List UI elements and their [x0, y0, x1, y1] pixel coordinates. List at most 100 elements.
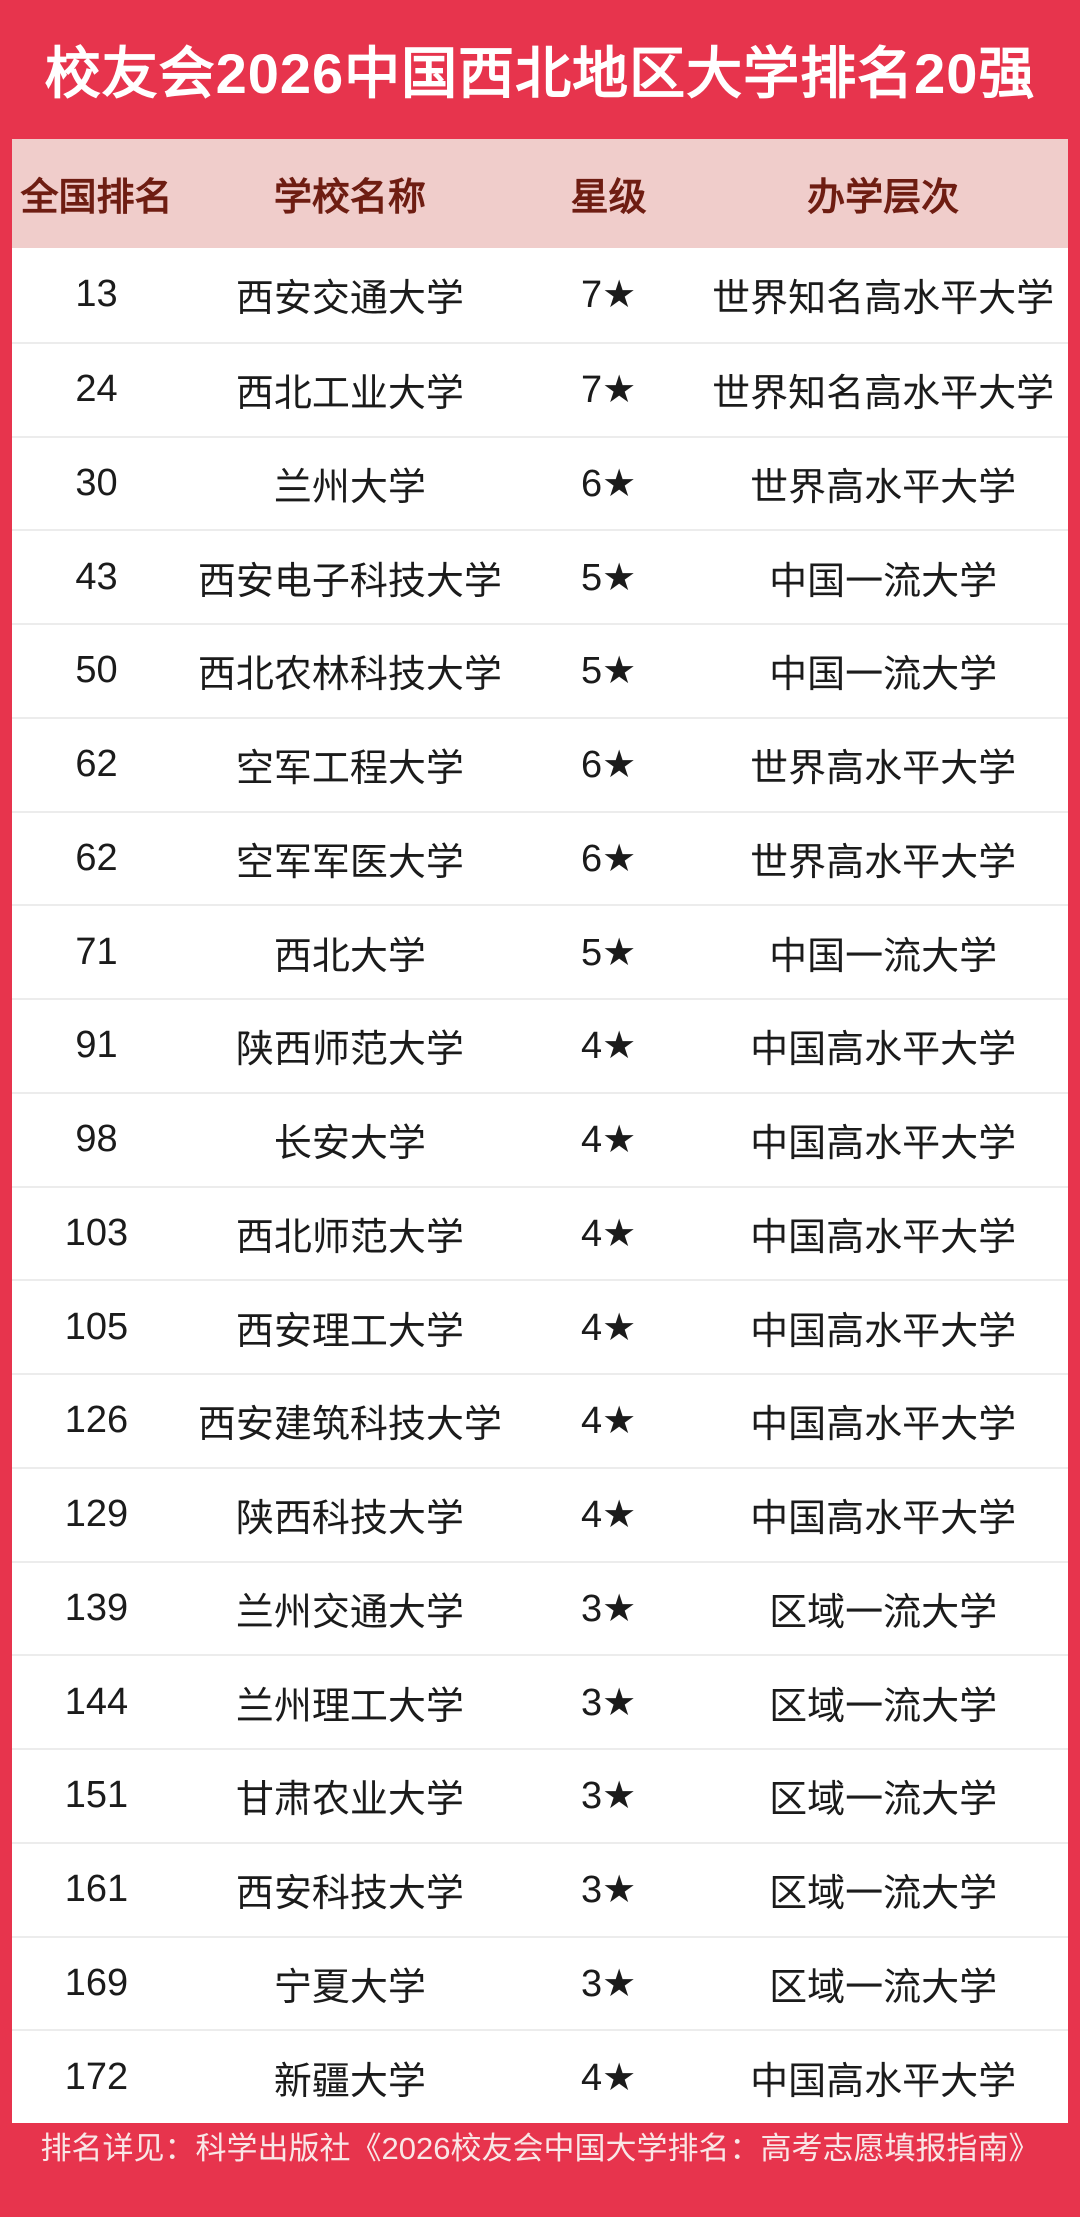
- cell-star-rating: 4★: [581, 1400, 637, 1443]
- cell-star-rating: 4★: [581, 1494, 637, 1537]
- cell-education-level: 中国高水平大学: [750, 2060, 1017, 2103]
- cell-national-rank: 129: [64, 1493, 129, 1536]
- cell-star-rating: 4★: [581, 1306, 637, 1349]
- table-row: 126 西安建筑科技大学 4★ 中国高水平大学: [12, 1373, 1068, 1467]
- cell-national-rank: 169: [64, 1961, 129, 2004]
- cell-national-rank: 161: [64, 1868, 129, 1911]
- cell-education-level: 中国一流大学: [769, 560, 998, 603]
- table-row: 151 甘肃农业大学 3★ 区域一流大学: [12, 1748, 1068, 1842]
- cell-school-name: 兰州理工大学: [235, 1685, 464, 1728]
- cell-national-rank: 50: [75, 649, 118, 692]
- cell-star-rating: 6★: [581, 462, 637, 505]
- cell-star-rating: 5★: [581, 650, 637, 693]
- cell-education-level: 区域一流大学: [769, 1966, 998, 2009]
- cell-star-rating: 4★: [581, 1212, 637, 1255]
- footer-band: 排名详见：科学出版社《2026校友会中国大学排名：高考志愿填报指南》: [0, 2123, 1080, 2168]
- cell-national-rank: 43: [75, 555, 118, 598]
- table-row: 98 长安大学 4★ 中国高水平大学: [12, 1091, 1068, 1186]
- cell-education-level: 世界高水平大学: [750, 748, 1017, 791]
- cell-school-name: 西北工业大学: [235, 373, 464, 416]
- table-row: 129 陕西科技大学 4★ 中国高水平大学: [12, 1466, 1068, 1561]
- table-row: 161 西安科技大学 3★ 区域一流大学: [12, 1841, 1068, 1936]
- table-row: 172 新疆大学 4★ 中国高水平大学: [12, 2029, 1068, 2123]
- table-row: 24 西北工业大学 7★ 世界知名高水平大学: [12, 341, 1068, 436]
- page-title: 校友会2026中国西北地区大学排名20强: [44, 42, 1036, 105]
- table-row: 139 兰州交通大学 3★ 区域一流大学: [12, 1560, 1068, 1655]
- cell-education-level: 世界高水平大学: [750, 466, 1017, 509]
- cell-star-rating: 5★: [581, 556, 637, 599]
- cell-school-name: 西北师范大学: [235, 1216, 464, 1259]
- cell-national-rank: 30: [75, 461, 118, 504]
- table-row: 50 西北农林科技大学 5★ 中国一流大学: [12, 623, 1068, 717]
- cell-education-level: 中国高水平大学: [750, 1404, 1017, 1447]
- cell-education-level: 区域一流大学: [769, 1779, 998, 1822]
- cell-education-level: 中国高水平大学: [750, 1123, 1017, 1166]
- cell-education-level: 中国一流大学: [769, 654, 998, 697]
- cell-national-rank: 62: [75, 743, 118, 786]
- table-row: 71 西北大学 5★ 中国一流大学: [12, 904, 1068, 998]
- cell-national-rank: 24: [75, 368, 118, 411]
- cell-education-level: 中国高水平大学: [750, 1310, 1017, 1353]
- cell-star-rating: 4★: [581, 1119, 637, 1162]
- cell-school-name: 陕西科技大学: [235, 1498, 464, 1541]
- cell-education-level: 区域一流大学: [769, 1873, 998, 1916]
- column-header-school-name: 学校名称: [273, 177, 426, 219]
- cell-national-rank: 91: [75, 1024, 118, 1067]
- column-header-national-rank: 全国排名: [20, 177, 173, 219]
- table-row: 105 西安理工大学 4★ 中国高水平大学: [12, 1279, 1068, 1373]
- cell-school-name: 西安电子科技大学: [197, 560, 502, 603]
- cell-school-name: 陕西师范大学: [235, 1029, 464, 1072]
- cell-star-rating: 3★: [581, 1681, 637, 1724]
- cell-education-level: 世界高水平大学: [750, 841, 1017, 884]
- cell-school-name: 宁夏大学: [273, 1966, 426, 2009]
- cell-national-rank: 126: [64, 1399, 129, 1442]
- cell-star-rating: 6★: [581, 744, 637, 787]
- cell-education-level: 区域一流大学: [769, 1685, 998, 1728]
- column-header-education-level: 办学层次: [807, 177, 960, 219]
- cell-national-rank: 105: [64, 1305, 129, 1348]
- cell-school-name: 西安交通大学: [235, 278, 464, 321]
- cell-national-rank: 62: [75, 836, 118, 879]
- cell-education-level: 区域一流大学: [769, 1591, 998, 1634]
- cell-school-name: 空军工程大学: [235, 748, 464, 791]
- ranking-table: 全国排名 学校名称 星级 办学层次 13 西安交通大学 7★ 世界知名高水平大学…: [12, 139, 1068, 2123]
- cell-national-rank: 103: [64, 1211, 129, 1254]
- cell-school-name: 西北大学: [273, 935, 426, 978]
- cell-school-name: 新疆大学: [273, 2060, 426, 2103]
- cell-school-name: 长安大学: [273, 1123, 426, 1166]
- cell-school-name: 兰州交通大学: [235, 1591, 464, 1634]
- cell-school-name: 西北农林科技大学: [197, 654, 502, 697]
- cell-star-rating: 6★: [581, 837, 637, 880]
- cell-school-name: 空军军医大学: [235, 841, 464, 884]
- column-header-star-rating: 星级: [570, 177, 647, 219]
- cell-star-rating: 7★: [581, 369, 637, 412]
- cell-education-level: 世界知名高水平大学: [712, 373, 1055, 416]
- table-body: 13 西安交通大学 7★ 世界知名高水平大学 24 西北工业大学 7★ 世界知名…: [12, 248, 1068, 2123]
- table-row: 43 西安电子科技大学 5★ 中国一流大学: [12, 529, 1068, 623]
- cell-star-rating: 7★: [581, 274, 637, 317]
- cell-star-rating: 4★: [581, 2056, 637, 2099]
- cell-school-name: 西安科技大学: [235, 1873, 464, 1916]
- cell-star-rating: 3★: [581, 1587, 637, 1630]
- table-row: 62 空军军医大学 6★ 世界高水平大学: [12, 810, 1068, 905]
- cell-education-level: 中国一流大学: [769, 935, 998, 978]
- cell-national-rank: 13: [75, 273, 118, 316]
- cell-education-level: 中国高水平大学: [750, 1029, 1017, 1072]
- cell-star-rating: 3★: [581, 1962, 637, 2005]
- table-row: 13 西安交通大学 7★ 世界知名高水平大学: [12, 248, 1068, 342]
- cell-education-level: 中国高水平大学: [750, 1498, 1017, 1541]
- table-row: 91 陕西师范大学 4★ 中国高水平大学: [12, 998, 1068, 1092]
- cell-education-level: 中国高水平大学: [750, 1216, 1017, 1259]
- cell-star-rating: 5★: [581, 931, 637, 974]
- cell-national-rank: 71: [75, 930, 118, 973]
- cell-school-name: 甘肃农业大学: [235, 1779, 464, 1822]
- cell-school-name: 兰州大学: [273, 466, 426, 509]
- table-header-row: 全国排名 学校名称 星级 办学层次: [12, 139, 1068, 248]
- table-row: 62 空军工程大学 6★ 世界高水平大学: [12, 716, 1068, 811]
- table-row: 30 兰州大学 6★ 世界高水平大学: [12, 435, 1068, 530]
- cell-national-rank: 144: [64, 1680, 129, 1723]
- cell-national-rank: 151: [64, 1774, 129, 1817]
- cell-national-rank: 172: [64, 2055, 129, 2098]
- table-row: 103 西北师范大学 4★ 中国高水平大学: [12, 1185, 1068, 1280]
- cell-school-name: 西安建筑科技大学: [197, 1404, 502, 1447]
